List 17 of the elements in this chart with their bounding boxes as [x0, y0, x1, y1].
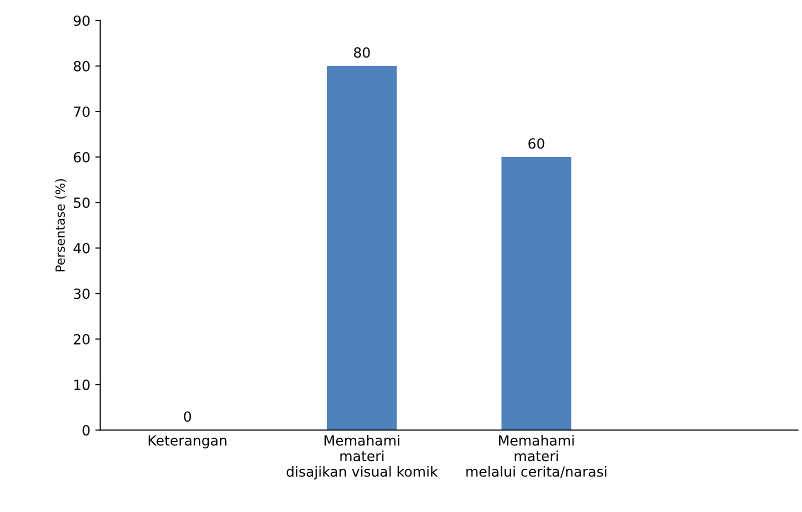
x-tick-label: Memahami materi disajikan visual komik: [286, 434, 438, 480]
y-tick-label: 70: [74, 106, 90, 117]
y-tick-label: 20: [74, 334, 90, 345]
y-tick-label: 60: [74, 152, 90, 162]
y-tick-label: 10: [74, 380, 90, 390]
x-tick-label: Keterangan: [148, 435, 226, 448]
y-tick-label: 30: [74, 288, 90, 300]
x-tick-label: Memahami materi melalui cerita/narasi: [466, 434, 606, 478]
y-tick-label: 40: [74, 243, 90, 254]
y-tick-label: 80: [74, 60, 90, 72]
y-tick-label: 0: [82, 425, 90, 436]
data-label: 0: [184, 411, 191, 422]
y-axis-title: Persentase (%): [55, 179, 66, 272]
y-tick-label: 50: [74, 197, 90, 208]
data-label: 60: [528, 138, 544, 149]
y-tick-label: 90: [74, 15, 90, 26]
data-label: 80: [354, 47, 370, 58]
